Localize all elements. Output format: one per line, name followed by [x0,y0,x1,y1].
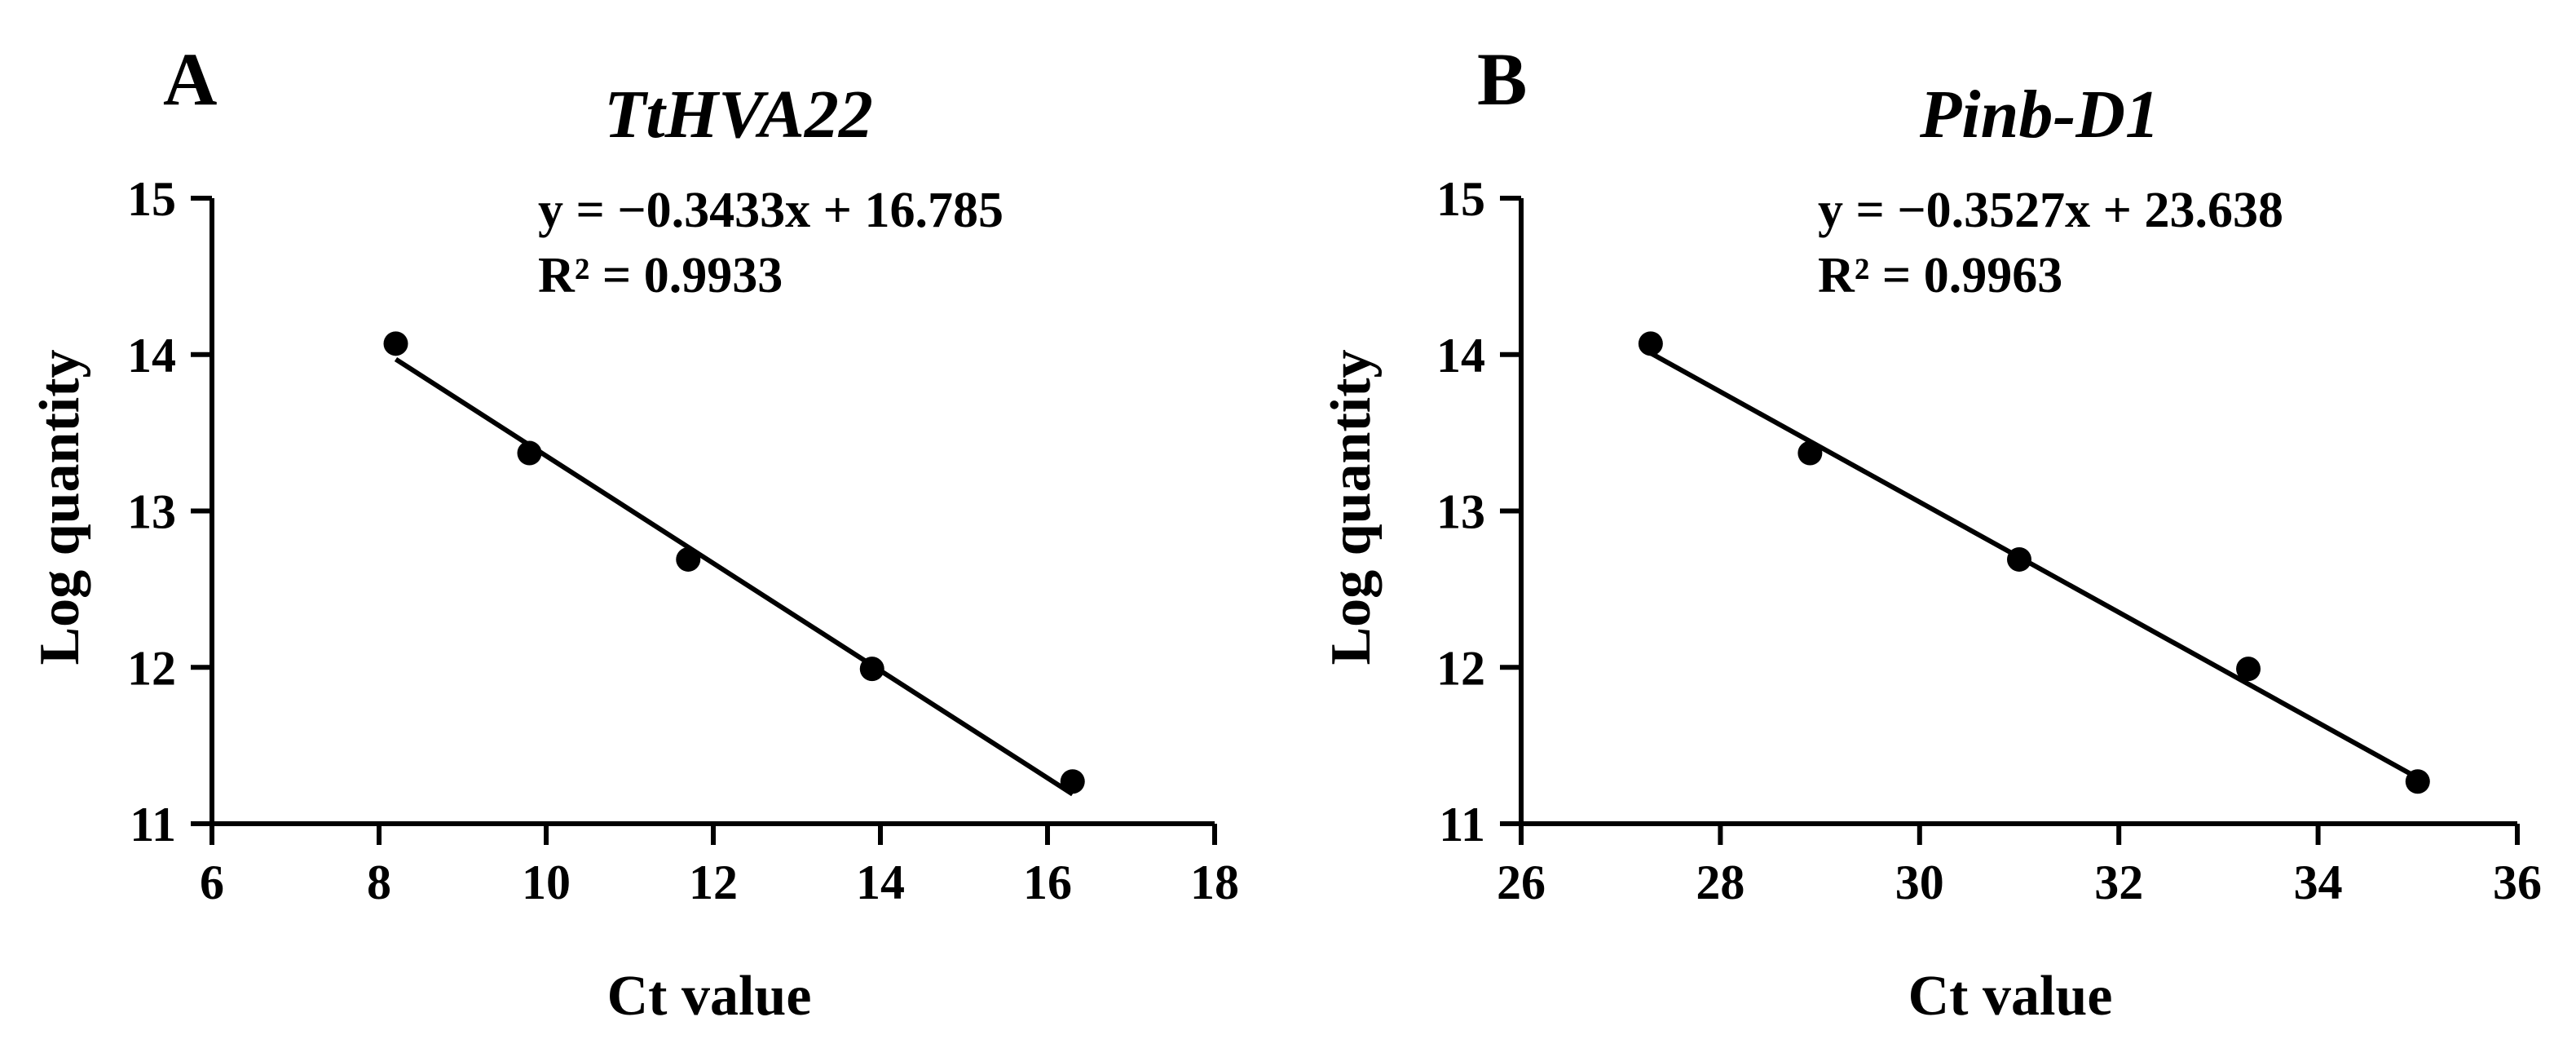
x-tick-label: 10 [522,856,571,909]
x-tick-label: 34 [2294,856,2343,909]
y-tick-label: 12 [127,641,176,695]
plot-area: 26 28 30 32 34 36 11 12 13 14 15 [1436,172,2542,909]
y-axis-label: Log quantity [29,349,91,665]
y-tick-label: 11 [130,798,176,851]
r-squared: R² = 0.9933 [538,248,783,303]
chart-title: Pinb-D1 [1919,77,2159,153]
chart-panel-a: A TtHVA22 y = −0.3433x + 16.785 R² = 0.9… [29,38,1239,1028]
chart-title: TtHVA22 [604,77,873,153]
y-tick-label: 15 [1436,172,1485,226]
r-squared: R² = 0.9963 [1818,248,2062,303]
x-axis-label: Ct value [1908,965,2113,1028]
y-tick-label: 12 [1436,641,1485,695]
chart-panel-b: B Pinb-D1 y = −0.3527x + 23.638 R² = 0.9… [1288,0,2576,1048]
data-point [517,440,542,466]
x-tick-label: 18 [1190,856,1239,909]
x-tick-label: 36 [2493,856,2542,909]
data-point [1797,440,1823,466]
data-point [676,546,701,572]
y-tick-label: 13 [127,485,176,539]
y-tick-label: 15 [127,172,176,226]
x-tick-label: 16 [1023,856,1072,909]
panel-letter: B [1477,38,1527,121]
panel-letter: A [163,38,217,121]
x-axis-label: Ct value [607,965,812,1028]
chart-svg-a: A TtHVA22 y = −0.3433x + 16.785 R² = 0.9… [29,38,1239,1028]
x-tick-label: 14 [856,856,905,909]
data-point [2236,657,2261,682]
x-tick-label: 12 [689,856,738,909]
y-tick-label: 11 [1439,798,1485,851]
x-tick-label: 32 [2094,856,2143,909]
regression-equation: y = −0.3433x + 16.785 [538,183,1003,238]
x-tick-label: 8 [367,856,391,909]
plot-area: 6 8 10 12 14 16 18 11 12 13 14 15 [127,172,1239,909]
y-tick-label: 13 [1436,485,1485,539]
data-point [2405,769,2430,794]
y-axis-label: Log quantity [1320,349,1383,665]
data-point [859,657,884,682]
data-point [1060,769,1085,794]
data-point [383,331,408,356]
x-tick-label: 6 [200,856,224,909]
x-tick-label: 26 [1497,856,1546,909]
data-point [1638,331,1663,356]
x-tick-label: 28 [1696,856,1745,909]
regression-line [394,356,1074,797]
data-point [2007,546,2031,572]
x-tick-label: 30 [1895,856,1944,909]
y-tick-label: 14 [1436,329,1485,382]
regression-equation: y = −0.3527x + 23.638 [1818,183,2283,238]
regression-line [1649,351,2419,780]
chart-svg-b: B Pinb-D1 y = −0.3527x + 23.638 R² = 0.9… [1320,38,2542,1028]
y-tick-label: 14 [127,329,176,382]
